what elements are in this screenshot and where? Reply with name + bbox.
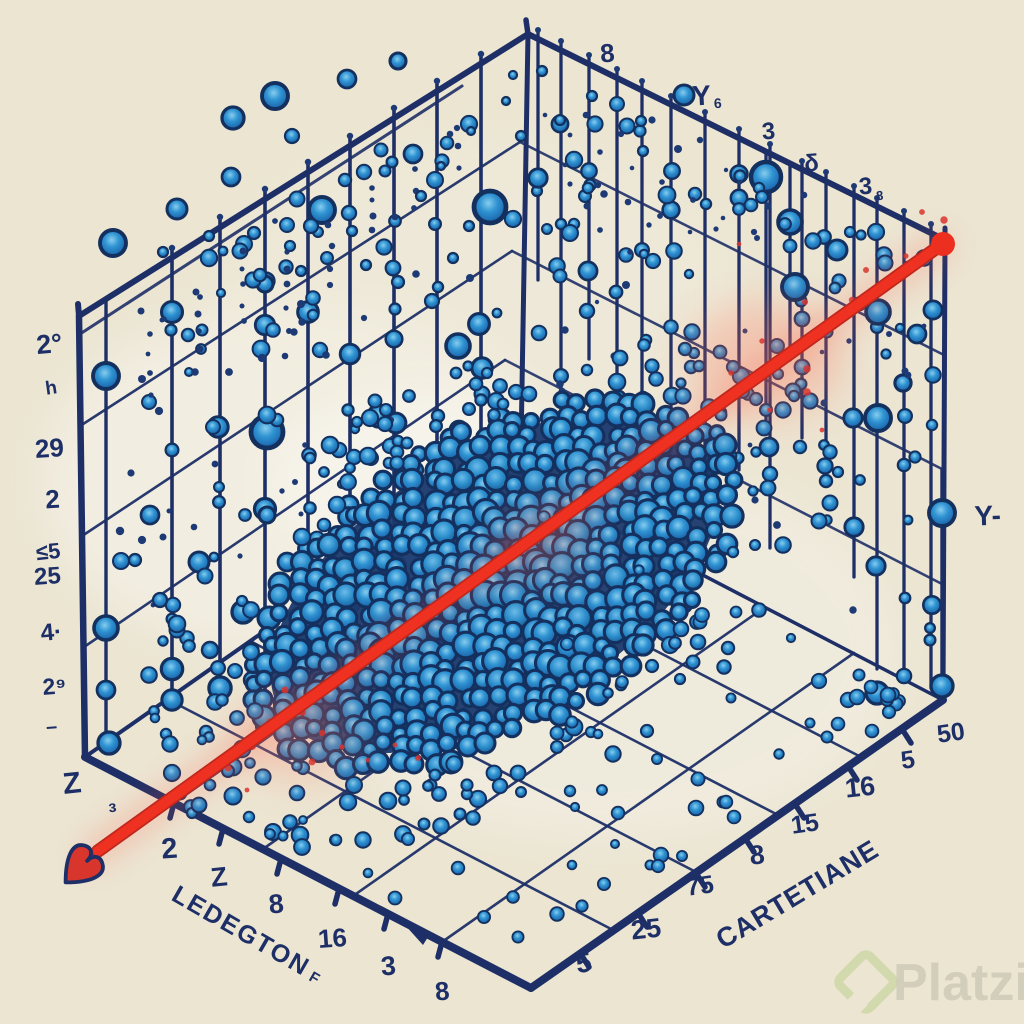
- svg-text:Platzi: Platzi: [893, 954, 1024, 1012]
- svg-text:16: 16: [844, 771, 877, 804]
- svg-text:Z: Z: [209, 861, 229, 893]
- svg-text:6: 6: [713, 95, 722, 111]
- svg-text:Y: Y: [691, 80, 712, 112]
- svg-text:8: 8: [434, 975, 451, 1006]
- svg-text:≤5: ≤5: [35, 538, 62, 565]
- svg-text:ɜ: ɜ: [108, 799, 118, 817]
- svg-text:3: 3: [380, 951, 397, 982]
- svg-text:25: 25: [630, 913, 663, 946]
- svg-text:3: 3: [858, 173, 873, 201]
- svg-text:2: 2: [45, 484, 61, 515]
- svg-text:8: 8: [267, 888, 285, 919]
- svg-text:16: 16: [317, 922, 348, 954]
- svg-text:Z: Z: [61, 766, 83, 801]
- svg-text:15: 15: [789, 808, 821, 840]
- svg-text:29: 29: [34, 432, 65, 464]
- svg-text:4·: 4·: [40, 618, 64, 647]
- svg-text:3: 3: [761, 118, 776, 146]
- svg-text:50: 50: [935, 717, 966, 749]
- svg-text:8: 8: [876, 188, 884, 203]
- svg-text:5: 5: [899, 745, 917, 775]
- svg-text:8: 8: [748, 839, 766, 870]
- svg-text:δ: δ: [803, 150, 819, 178]
- svg-text:2⁹: 2⁹: [42, 672, 67, 700]
- svg-text:5: 5: [574, 946, 594, 979]
- svg-text:Y-: Y-: [974, 500, 1002, 532]
- svg-text:8: 8: [599, 38, 616, 69]
- svg-text:2: 2: [160, 832, 178, 865]
- svg-text:2°: 2°: [35, 328, 63, 360]
- svg-text:–: –: [45, 716, 58, 739]
- svg-text:75: 75: [684, 870, 716, 902]
- svg-text:h: h: [44, 377, 58, 399]
- svg-text:25: 25: [33, 562, 62, 591]
